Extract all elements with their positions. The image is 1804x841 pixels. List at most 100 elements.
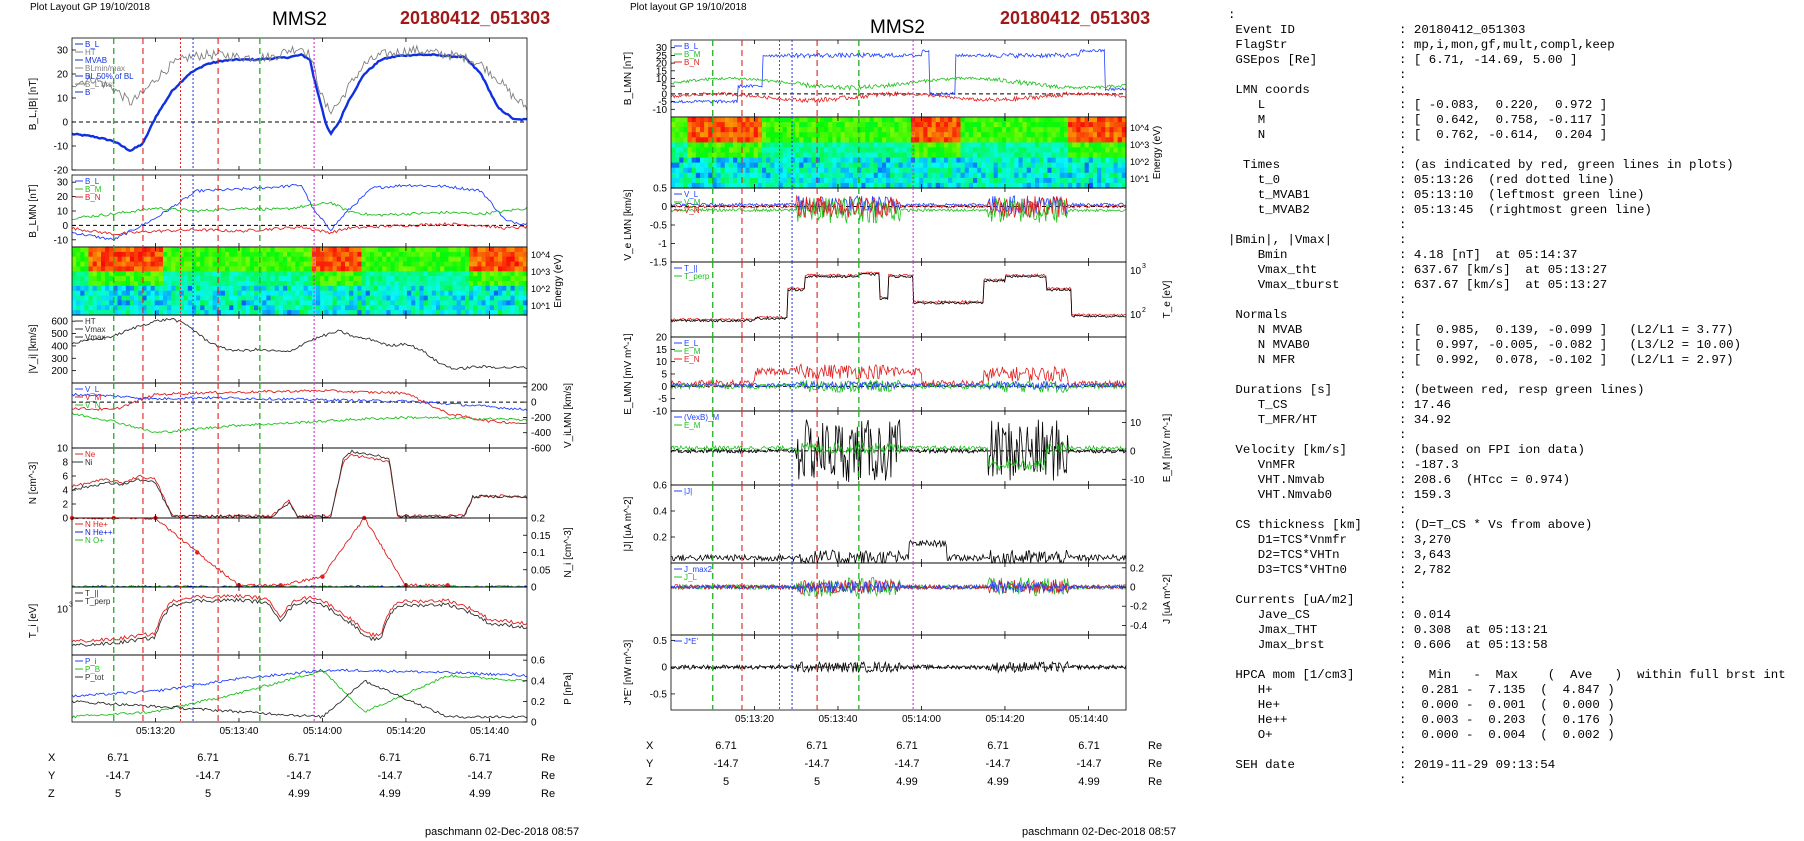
electron-spectrogram-cell [733,157,738,164]
electron-spectrogram-cell [1097,167,1102,174]
electron-spectrogram-cell [807,157,813,164]
ion-spectrogram-cell [361,310,367,316]
electron-spectrogram-cell [869,157,875,164]
ion-spectrogram-cell [262,247,267,253]
electron-spectrogram-cell [1092,177,1098,184]
y-tick-label: -5 [658,97,667,108]
ion-spectrogram-cell [134,310,139,316]
ion-spectrogram-cell [96,295,102,302]
coord-label-y: Y [48,770,56,782]
electron-spectrogram-cell [1097,132,1102,138]
electron-spectrogram-cell [985,137,991,143]
y-tick-label: 0.4 [531,676,545,687]
ion-spectrogram-cell [349,271,354,277]
electron-spectrogram-cell [861,142,866,149]
ion-spectrogram-cell [456,266,462,272]
electron-spectrogram-cell [861,177,866,184]
ion-spectrogram-cell [431,300,437,306]
electron-spectrogram-cell [919,172,924,179]
ion-spectrogram-cell [444,290,449,297]
electron-spectrogram-cell [728,132,734,138]
electron-spectrogram-cell [737,152,742,159]
ion-spectrogram-cell [220,276,226,282]
electron-spectrogram-cell [890,142,895,149]
ion-spectrogram-cell [270,271,276,277]
ion-spectrogram-cell [460,256,466,263]
electron-spectrogram-cell [1080,177,1086,184]
ion-spectrogram-cell [307,285,313,292]
ion-spectrogram-cell [225,271,230,277]
electron-spectrogram-cell [973,152,978,159]
y-tick-label: 10 [656,357,668,368]
ion-spectrogram-cell [481,256,487,263]
electron-spectrogram-cell [915,162,920,169]
electron-spectrogram-cell [757,117,763,123]
electron-spectrogram-cell [1026,152,1032,159]
ion-spectrogram-cell [444,256,449,263]
ion-spectrogram-cell [477,281,483,287]
electron-spectrogram-cell [791,127,796,133]
ion-spectrogram-cell [353,271,358,277]
ion-spectrogram-cell [423,256,429,263]
electron-spectrogram-cell [935,127,941,133]
electron-spectrogram-cell [910,172,916,179]
electron-spectrogram-cell [795,142,800,149]
ion-spectrogram-cell [502,256,507,263]
ion-spectrogram-cell [456,295,462,302]
electron-spectrogram-cell [791,117,796,123]
electron-spectrogram-cell [898,142,904,149]
electron-spectrogram-cell [968,137,974,143]
ion-spectrogram-cell [324,310,329,316]
ion-spectrogram-cell [105,251,110,258]
electron-spectrogram-cell [977,132,982,138]
y-axis-label: T_i [eV] [28,604,39,639]
ion-spectrogram-cell [452,251,458,258]
ion-spectrogram-cell [469,281,474,287]
ion-spectrogram-cell [440,247,445,253]
electron-spectrogram-cell [1001,137,1007,143]
electron-spectrogram-cell [791,152,796,159]
ion-spectrogram-cell [150,256,156,263]
electron-spectrogram-cell [993,152,999,159]
ion-spectrogram-cell [489,256,495,263]
ion-spectrogram-cell [427,295,433,302]
electron-spectrogram-cell [741,142,746,149]
electron-spectrogram-cell [1047,162,1053,169]
electron-spectrogram-cell [724,122,730,128]
electron-spectrogram-cell [865,177,871,184]
ion-spectrogram-cell [349,281,354,287]
electron-spectrogram-cell [745,142,751,149]
electron-spectrogram-cell [1076,152,1082,159]
legend-entry: E_M [684,347,701,356]
ion-spectrogram-cell [183,310,189,316]
electron-spectrogram-cell [890,177,895,184]
ion-spectrogram-cell [328,290,334,297]
ion-spectrogram-cell [444,266,449,272]
electron-spectrogram-cell [774,127,780,133]
ion-spectrogram-cell [328,271,334,277]
ion-spectrogram-cell [216,310,222,316]
electron-spectrogram-cell [869,132,875,138]
electron-spectrogram-cell [700,182,705,189]
electron-spectrogram-cell [782,147,788,154]
ion-spectrogram-cell [196,290,201,297]
electron-spectrogram-cell [728,182,734,189]
ion-spectrogram-cell [134,290,139,297]
electron-spectrogram-cell [1113,172,1119,179]
ion-spectrogram-cell [80,305,85,311]
electron-spectrogram-cell [956,152,962,159]
electron-spectrogram-cell [782,127,788,133]
ion-spectrogram-cell [142,305,147,311]
ion-spectrogram-cell [320,276,325,282]
ion-spectrogram-cell [444,305,449,311]
electron-spectrogram-cell [977,117,982,123]
electron-spectrogram-cell [807,127,813,133]
electron-spectrogram-cell [968,177,974,184]
ion-spectrogram-cell [278,300,284,306]
electron-spectrogram-cell [1068,152,1073,159]
ion-spectrogram-cell [175,271,181,277]
ion-spectrogram-cell [283,251,288,258]
electron-spectrogram-cell [898,167,904,174]
ion-spectrogram-cell [316,251,321,258]
ion-spectrogram-cell [336,290,342,297]
